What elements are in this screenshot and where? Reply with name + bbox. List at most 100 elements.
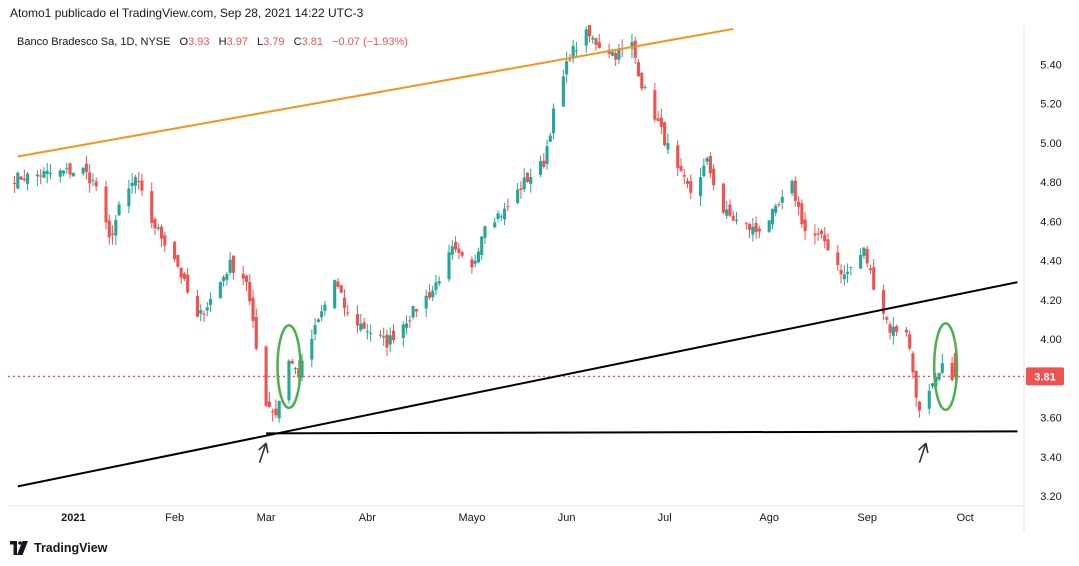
candle-body — [800, 203, 804, 225]
candle-body — [71, 172, 75, 177]
candle-body — [342, 297, 347, 308]
candle-body — [663, 122, 667, 145]
candle-body — [365, 331, 369, 333]
candle-body — [94, 181, 98, 187]
candle-body — [316, 319, 320, 323]
candle-body — [359, 323, 363, 331]
candle-body — [290, 360, 294, 364]
price-tick-label: 5.20 — [1040, 99, 1061, 111]
candle-body — [679, 165, 683, 172]
candle-body — [656, 118, 660, 121]
price-tick-label: 3.20 — [1040, 491, 1061, 503]
candle-body — [362, 322, 366, 329]
candle-body — [744, 222, 748, 224]
candle-body — [248, 282, 252, 302]
candle-body — [16, 172, 20, 189]
candle-body — [950, 363, 954, 381]
candle-body — [780, 196, 784, 203]
candle-body — [561, 76, 565, 107]
candle-body — [568, 59, 572, 61]
candle-body — [538, 161, 543, 175]
candle-body — [454, 241, 458, 250]
candle-body — [643, 86, 647, 88]
candle-body — [712, 168, 716, 186]
candle-body — [748, 224, 752, 230]
candle-body — [594, 38, 598, 45]
candle-body — [630, 42, 634, 49]
candle-body — [222, 277, 226, 281]
candle-body — [888, 324, 892, 333]
september-arrow[interactable] — [918, 442, 929, 464]
legend-high-value: 3.97 — [227, 36, 248, 48]
candle-body — [244, 275, 249, 283]
candle-body — [725, 209, 729, 216]
candle-body — [666, 143, 670, 150]
candle-body — [437, 281, 441, 284]
candle-body — [777, 204, 781, 206]
candle-body — [225, 274, 229, 280]
price-tick-label: 4.40 — [1040, 256, 1061, 268]
candle-body — [836, 252, 840, 266]
candle-body — [682, 175, 686, 177]
candle-body — [369, 332, 373, 334]
candle-body — [705, 157, 709, 162]
candle-body — [323, 304, 327, 311]
candle-body — [385, 334, 389, 348]
candle-body — [218, 282, 222, 299]
candle-body — [424, 295, 428, 309]
candle-body — [493, 222, 497, 228]
time-tick-label: Feb — [165, 512, 184, 524]
candle-body — [708, 155, 712, 174]
candle-body — [610, 51, 614, 56]
legend-open-label: O — [180, 36, 189, 48]
time-tick-label: Abr — [359, 512, 376, 524]
candle-body — [388, 335, 392, 345]
price-tick-label: 3.40 — [1040, 452, 1061, 464]
candle-body — [483, 226, 487, 238]
price-tick-label: 4.60 — [1040, 216, 1061, 228]
candle-body — [156, 227, 160, 229]
candle-body — [633, 40, 637, 58]
drawings-layer[interactable] — [17, 27, 1018, 488]
legend-high-label: H — [219, 36, 227, 48]
candle-body — [930, 383, 935, 387]
candle-body — [908, 334, 912, 349]
march-arrow[interactable] — [258, 442, 269, 464]
current-price-label-text: 3.81 — [1034, 371, 1055, 383]
candle-body — [480, 236, 484, 256]
candle-body — [597, 42, 601, 48]
candle-body — [208, 299, 213, 305]
candle-body — [849, 267, 853, 269]
time-tick-label: Mar — [257, 512, 276, 524]
candle-body — [702, 165, 706, 177]
september-ellipse[interactable] — [932, 322, 959, 412]
candle-body — [133, 177, 137, 186]
candle-body — [297, 368, 301, 378]
chart-frame[interactable]: 5.405.205.004.804.604.404.204.003.803.60… — [8, 19, 1068, 532]
candle-body — [264, 346, 268, 406]
candle-body — [110, 233, 115, 235]
chart-header: Atomo1 publicado el TradingView.com, Sep… — [10, 6, 363, 20]
candle-body — [127, 188, 131, 207]
candle-body — [846, 271, 850, 274]
horizontal-support-line[interactable] — [266, 430, 1018, 435]
candle-body — [202, 313, 206, 315]
orange-resistance-line[interactable] — [17, 27, 734, 158]
candle-body — [591, 37, 595, 40]
candle-body — [267, 401, 271, 407]
candle-body — [39, 175, 43, 177]
candle-body — [251, 297, 255, 322]
candle-body — [506, 206, 510, 208]
candle-body — [571, 45, 575, 59]
candle-body — [333, 280, 337, 309]
march-ellipse[interactable] — [276, 324, 302, 410]
candle-body — [689, 181, 693, 193]
candlestick-chart[interactable]: 5.405.205.004.804.604.404.204.003.803.60… — [8, 19, 1068, 532]
rising-support-line[interactable] — [17, 281, 1018, 488]
candle-body — [68, 163, 72, 175]
candle-body — [19, 176, 23, 180]
candle-body — [414, 309, 418, 312]
candle-body — [803, 219, 807, 232]
candle-body — [48, 173, 53, 175]
candle-body — [182, 273, 186, 280]
